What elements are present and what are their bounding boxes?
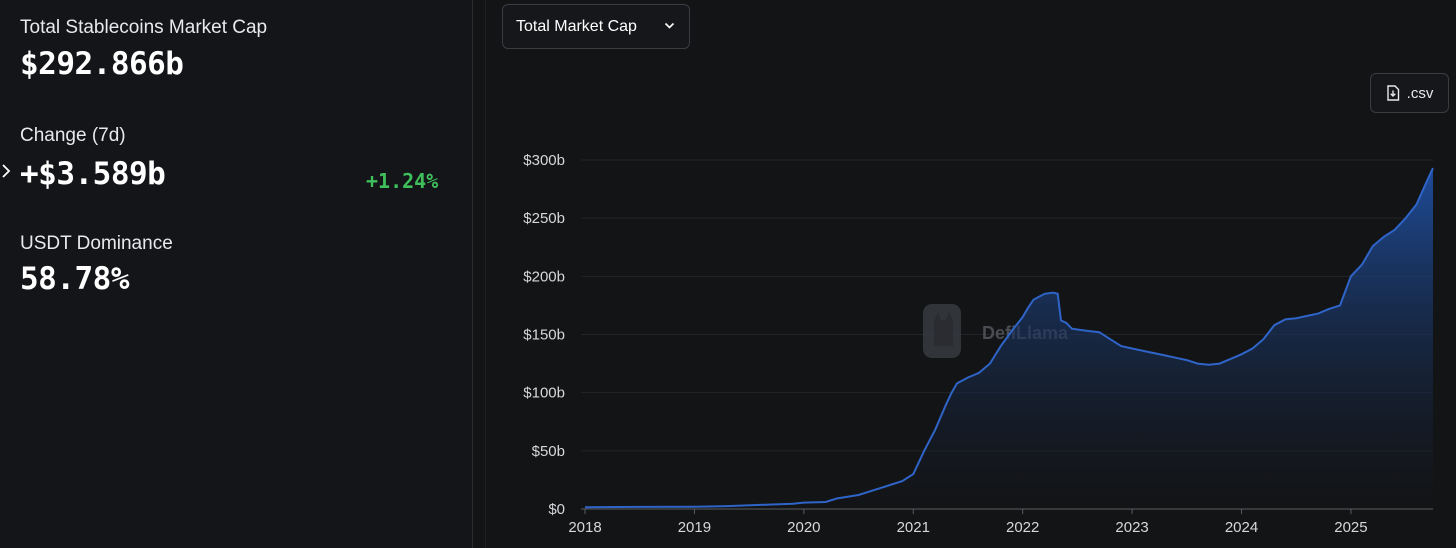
change-label: Change (7d): [20, 125, 126, 146]
market-cap-area: [585, 168, 1433, 509]
y-tick-label: $100b: [523, 385, 565, 402]
x-tick-label: 2020: [787, 519, 820, 536]
stats-panel: Total Stablecoins Market Cap $292.866b C…: [0, 0, 472, 548]
y-tick-label: $50b: [532, 443, 565, 460]
metric-select-value: Total Market Cap: [516, 17, 637, 35]
x-tick-label: 2021: [897, 519, 930, 536]
x-tick-label: 2024: [1225, 519, 1258, 536]
y-tick-label: $150b: [523, 327, 565, 344]
total-market-cap-label: Total Stablecoins Market Cap: [20, 17, 268, 38]
market-cap-line: [584, 167, 1434, 509]
download-csv-button[interactable]: .csv: [1370, 73, 1449, 113]
x-tick-label: 2018: [568, 519, 601, 536]
x-tick-label: 2023: [1115, 519, 1148, 536]
x-axis: 2018 2019 2020 2021 2022 2023 2024 2025: [568, 508, 1433, 536]
change-percent: +1.24%: [366, 169, 439, 193]
llama-head-icon: [934, 312, 953, 346]
x-tick-label: 2019: [678, 519, 711, 536]
file-download-icon: [1386, 85, 1399, 101]
market-cap-chart: DefiLlama $0$50b$100b$150b$200b$250b$300…: [523, 152, 1434, 536]
metric-select[interactable]: Total Market Cap: [502, 4, 690, 49]
chart-panel-edge: [485, 0, 486, 548]
change-value: +$3.589b: [20, 156, 166, 192]
y-tick-label: $250b: [523, 210, 565, 227]
chevron-right-icon[interactable]: [1, 163, 11, 179]
chevron-down-icon: [664, 22, 675, 29]
y-tick-label: $300b: [523, 152, 565, 169]
total-market-cap-value: $292.866b: [20, 46, 184, 82]
y-tick-label: $200b: [523, 268, 565, 285]
usdt-dominance-label: USDT Dominance: [20, 233, 173, 254]
y-axis: $0 $50b $100b $150b $200b $250b $300b: [523, 152, 565, 518]
panel-divider: [472, 0, 473, 548]
y-tick-label: $0: [548, 501, 565, 518]
x-tick-label: 2025: [1334, 519, 1367, 536]
csv-label: .csv: [1406, 84, 1434, 102]
usdt-dominance-value: 58.78%: [20, 261, 129, 297]
x-tick-label: 2022: [1006, 519, 1039, 536]
